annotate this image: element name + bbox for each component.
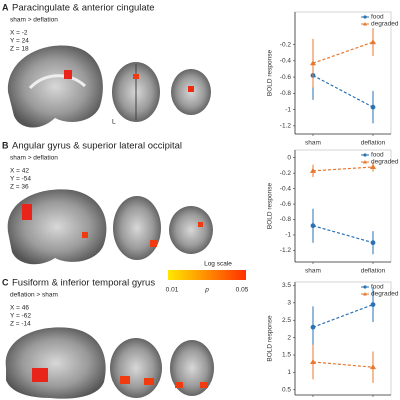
x-tick-label: deflation bbox=[361, 140, 386, 147]
coordinate-label: Y = 24 bbox=[10, 38, 29, 45]
legend-label: degraded bbox=[371, 291, 399, 298]
legend-label: degraded bbox=[371, 21, 399, 28]
legend-marker bbox=[363, 292, 367, 296]
y-tick-label: 1 bbox=[287, 369, 291, 376]
y-tick-label: 3.5 bbox=[282, 282, 291, 289]
coordinate-label: X = 42 bbox=[10, 168, 29, 175]
colorbar bbox=[168, 270, 246, 280]
series-line bbox=[312, 225, 374, 244]
x-tick-label: sham bbox=[305, 140, 321, 147]
point bbox=[370, 240, 376, 246]
colorbar-label: 0.01 bbox=[166, 287, 179, 294]
y-axis-label: BOLD response bbox=[267, 49, 274, 96]
x-tick-label: sham bbox=[305, 268, 321, 275]
y-tick-label: 2 bbox=[287, 334, 291, 341]
point bbox=[370, 364, 376, 370]
point bbox=[370, 39, 376, 45]
panel-title: Fusiform & inferior temporal gyrus bbox=[12, 278, 155, 289]
y-tick-label: 3 bbox=[287, 300, 291, 307]
y-tick-label: -0.2 bbox=[280, 170, 292, 177]
plot-frame bbox=[294, 11, 392, 135]
colorbar-title: Log scale bbox=[204, 261, 232, 268]
y-tick-label: -0.8 bbox=[280, 216, 292, 223]
series-line bbox=[312, 41, 374, 64]
coordinate-label: X = 46 bbox=[10, 305, 29, 312]
coordinate-label: Y = -54 bbox=[10, 176, 31, 183]
y-tick-label: 0 bbox=[287, 154, 291, 161]
legend-label: food bbox=[371, 14, 384, 21]
contrast-label: sham > deflation bbox=[10, 155, 58, 162]
brain-images-a bbox=[7, 45, 211, 128]
contrast-label: sham > deflation bbox=[10, 17, 58, 24]
y-tick-label: -0.6 bbox=[280, 74, 292, 81]
y-tick-label: 1.5 bbox=[282, 352, 291, 359]
coordinate-label: X = -2 bbox=[10, 30, 28, 37]
colorbar-label: p bbox=[204, 287, 209, 294]
side-label: L bbox=[112, 119, 116, 126]
point bbox=[370, 163, 376, 169]
coordinate-label: Y = -62 bbox=[10, 313, 31, 320]
y-tick-label: -0.2 bbox=[280, 41, 292, 48]
y-tick-label: -0.4 bbox=[280, 58, 292, 65]
y-tick-label: 0.5 bbox=[282, 387, 291, 394]
plot-frame bbox=[294, 281, 392, 396]
y-axis-label: BOLD response bbox=[267, 315, 274, 362]
legend-label: degraded bbox=[371, 159, 399, 166]
y-axis-label: BOLD response bbox=[267, 182, 274, 229]
plot-frame bbox=[294, 149, 392, 263]
y-tick-label: -1.2 bbox=[280, 123, 292, 130]
panel-letter: A bbox=[2, 2, 9, 12]
legend-marker bbox=[363, 285, 367, 289]
panel-letter: C bbox=[2, 277, 9, 287]
y-tick-label: -1 bbox=[285, 106, 291, 113]
point bbox=[310, 223, 316, 229]
legend-marker bbox=[363, 22, 367, 26]
contrast-label: deflation > sham bbox=[10, 292, 58, 299]
series-line bbox=[312, 304, 374, 328]
series-line bbox=[312, 166, 374, 172]
point bbox=[370, 302, 376, 307]
legend-label: food bbox=[371, 284, 384, 291]
y-tick-label: -1.2 bbox=[280, 247, 292, 254]
point bbox=[310, 324, 316, 330]
point bbox=[310, 167, 316, 173]
series-line bbox=[312, 74, 374, 108]
y-tick-label: -1 bbox=[285, 232, 291, 239]
brain-images-b bbox=[7, 189, 213, 265]
coordinate-label: Z = 36 bbox=[10, 184, 29, 191]
y-tick-label: -0.6 bbox=[280, 201, 292, 208]
panel-title: Paracingulate & anterior cingulate bbox=[12, 3, 155, 14]
point bbox=[310, 358, 316, 364]
panel-title: Angular gyrus & superior lateral occipit… bbox=[12, 141, 182, 152]
legend-marker bbox=[363, 160, 367, 164]
y-tick-label: -0.8 bbox=[280, 90, 292, 97]
legend-marker bbox=[363, 15, 367, 19]
point bbox=[310, 60, 316, 66]
legend-marker bbox=[363, 153, 367, 157]
panel-letter: B bbox=[2, 140, 9, 150]
point bbox=[370, 104, 376, 110]
coordinate-label: Z = -14 bbox=[10, 321, 31, 328]
y-tick-label: 2.5 bbox=[282, 317, 291, 324]
y-tick-label: -0.4 bbox=[280, 185, 292, 192]
x-tick-label: deflation bbox=[361, 268, 386, 275]
colorbar-label: 0.05 bbox=[236, 287, 249, 294]
legend-label: food bbox=[371, 152, 384, 159]
brain-images-c bbox=[5, 327, 214, 399]
coordinate-label: Z = 18 bbox=[10, 46, 29, 53]
series-line bbox=[312, 361, 374, 368]
